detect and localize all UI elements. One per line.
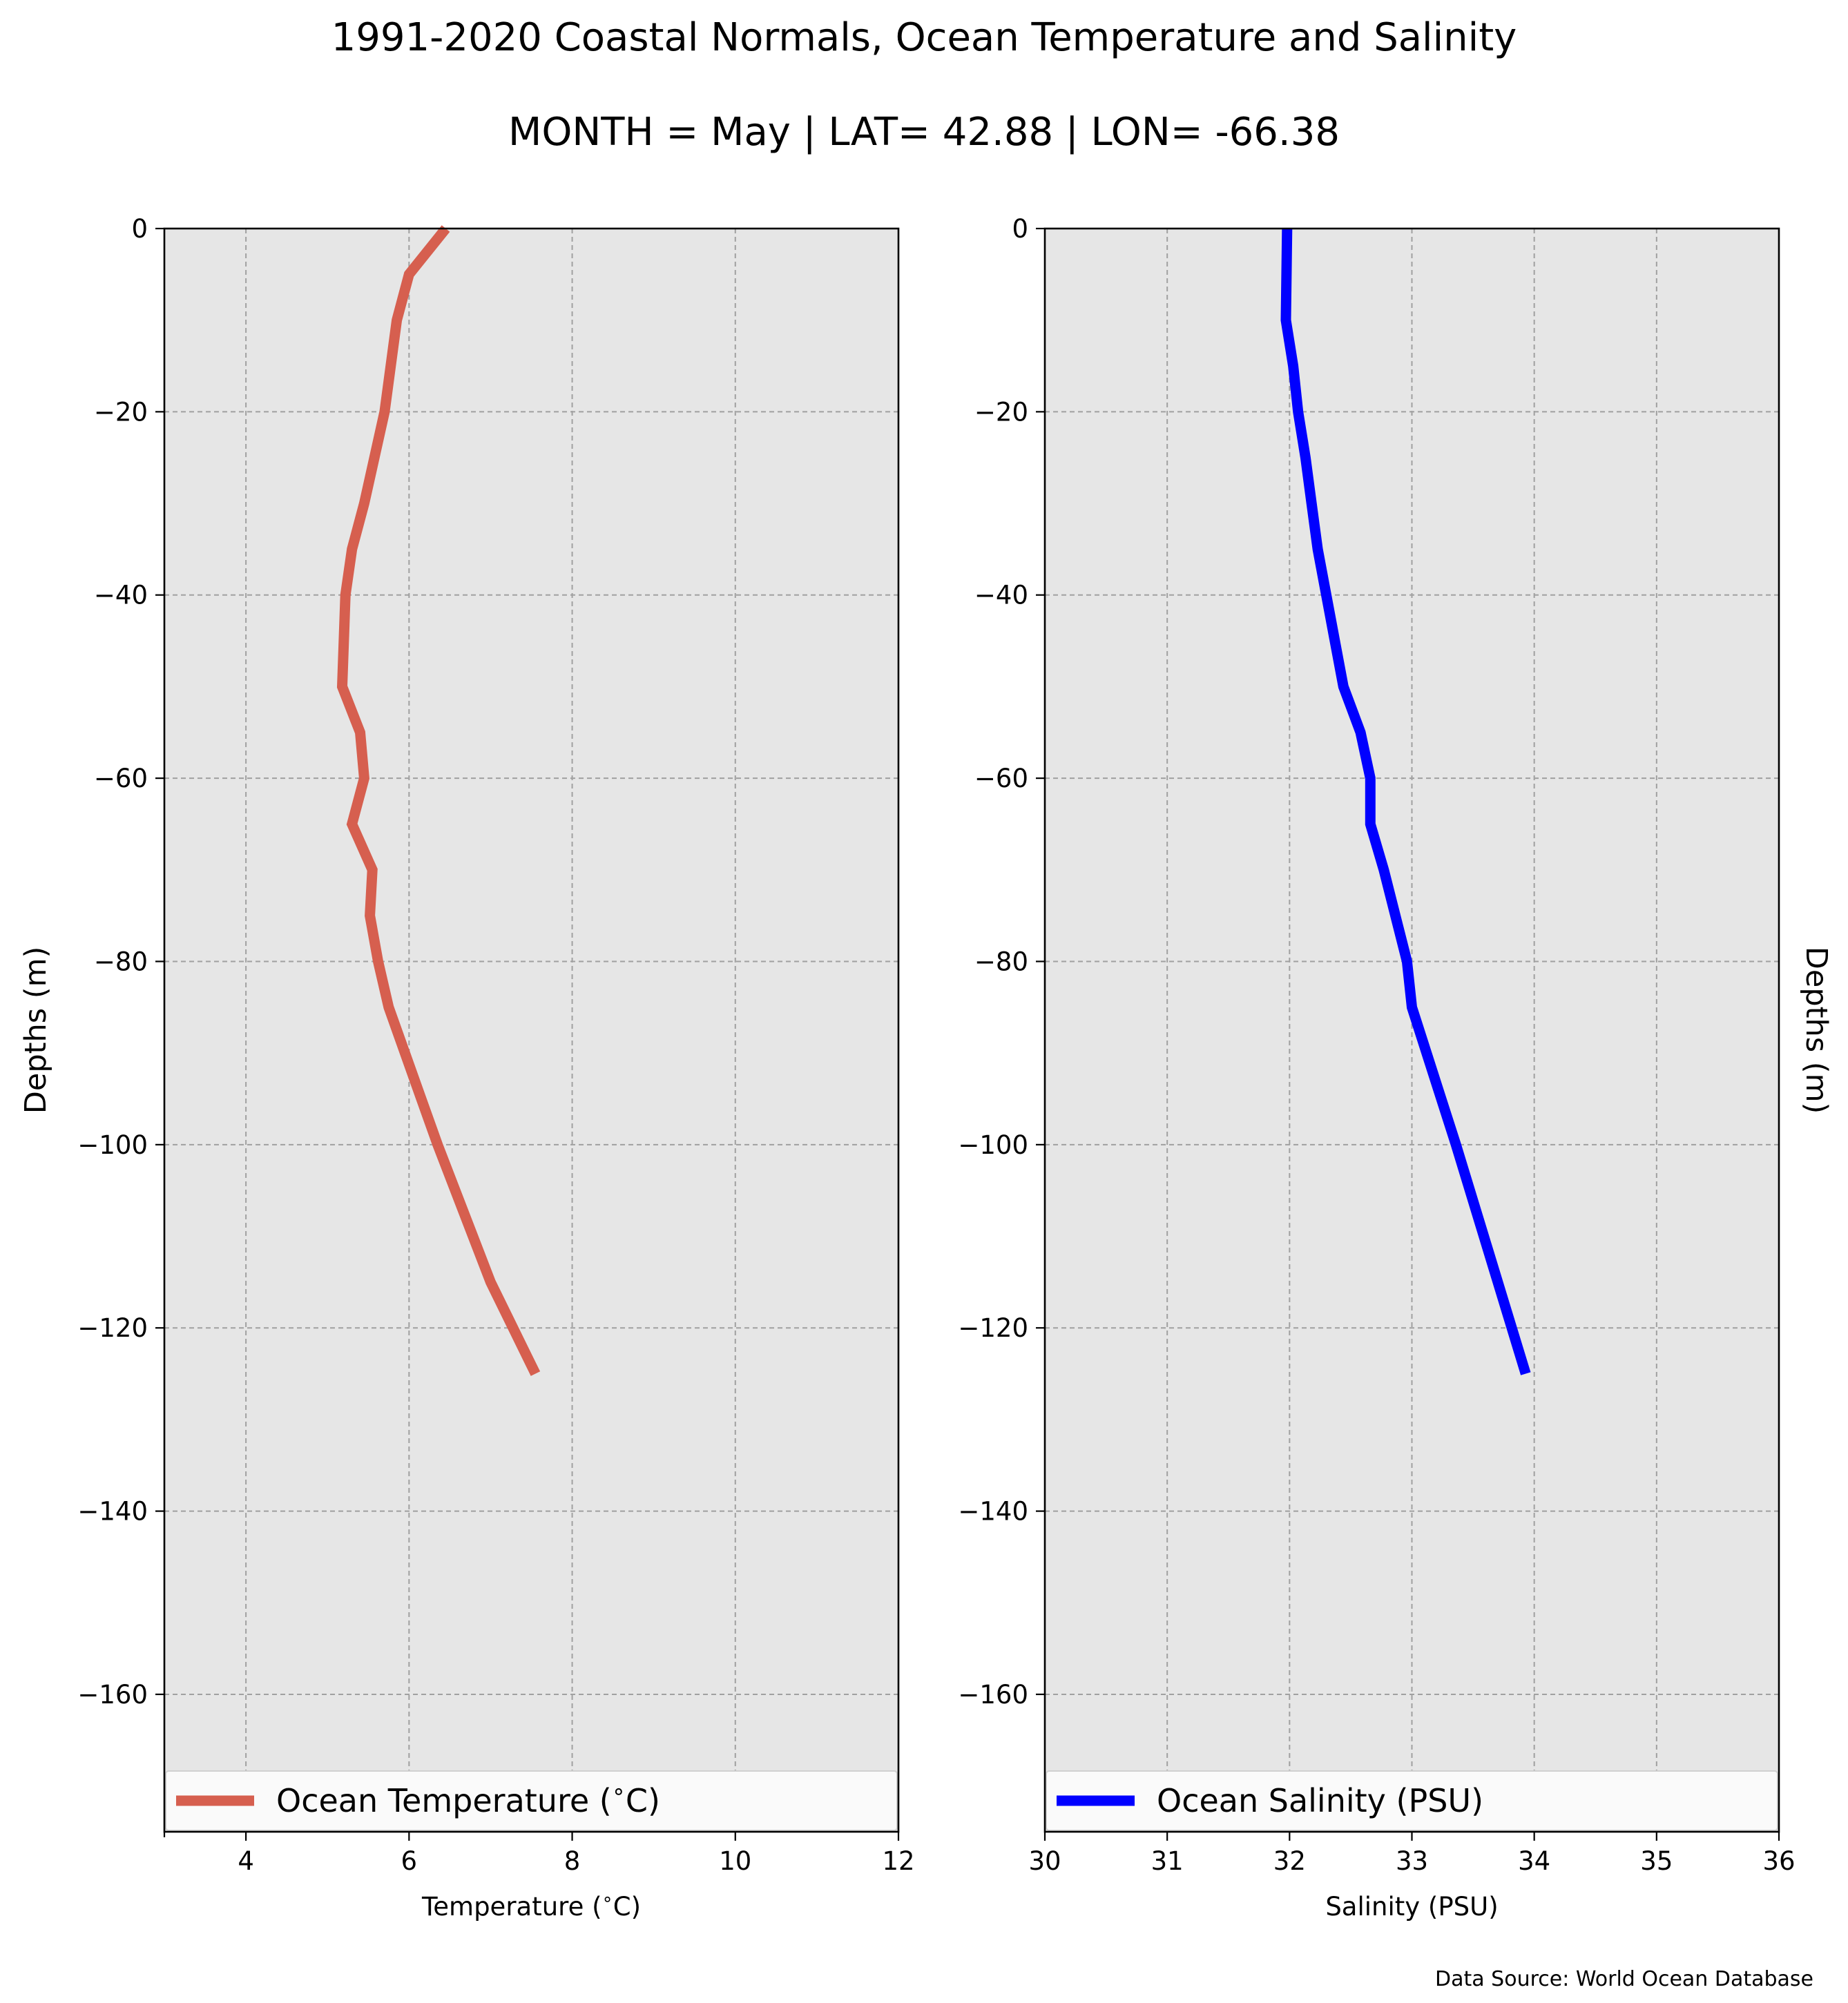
temperature-legend-label: Ocean Temperature (∘C)	[276, 1778, 660, 1819]
temperature-panel: Ocean Temperature (∘C) 4 6 8 10 12 0 −20 −40 −60 −…	[19, 214, 915, 1922]
salinity-x-tick-label: 36	[1762, 1846, 1795, 1876]
salinity-x-tick-label: 33	[1396, 1846, 1428, 1876]
temperature-x-tick-label: 12	[882, 1846, 914, 1876]
temperature-y-tick-label: −120	[77, 1313, 148, 1343]
temperature-y-tick-label: −60	[94, 764, 148, 793]
temperature-x-tick-label: 10	[719, 1846, 751, 1876]
temperature-y-tick-label: −40	[94, 581, 148, 610]
salinity-x-axis-label: Salinity (PSU)	[1325, 1892, 1498, 1922]
temperature-y-tick-label: −140	[77, 1497, 148, 1527]
temperature-y-tick-label: −100	[77, 1130, 148, 1160]
temperature-y-tick-label: −20	[94, 397, 148, 427]
salinity-x-tick-label: 32	[1273, 1846, 1306, 1876]
temperature-x-axis-label: Temperature (∘C)	[421, 1889, 641, 1922]
salinity-y-tick-label: −140	[958, 1497, 1028, 1527]
temperature-series-line	[336, 225, 541, 1376]
salinity-y-tick-label: −40	[974, 581, 1028, 610]
temperature-y-axis-label: Depths (m)	[19, 947, 53, 1114]
salinity-y-tick-label: −60	[974, 764, 1028, 793]
temperature-y-tick-label: −80	[94, 947, 148, 976]
salinity-y-axis-label: Depths (m)	[1799, 947, 1833, 1114]
salinity-x-tick-label: 31	[1151, 1846, 1184, 1876]
temperature-y-tick-label: 0	[131, 214, 148, 244]
salinity-legend	[1046, 1770, 1778, 1831]
temperature-x-tick-label: 8	[564, 1846, 581, 1876]
data-source-note: Data Source: World Ocean Database	[1435, 1967, 1813, 1991]
salinity-y-tick-label: 0	[1012, 214, 1028, 244]
temperature-x-tick-label: 4	[238, 1846, 254, 1876]
salinity-panel: Ocean Salinity (PSU) 30 31 32 33 34 35 36 0 −20 −4…	[958, 214, 1833, 1922]
salinity-series-line	[1280, 228, 1531, 1375]
temperature-plot-background	[164, 229, 898, 1832]
salinity-x-tick-label: 35	[1640, 1846, 1673, 1876]
salinity-y-tick-label: −20	[974, 397, 1028, 427]
salinity-y-tick-label: −160	[958, 1680, 1028, 1710]
temperature-legend	[165, 1770, 898, 1831]
salinity-x-tick-label: 34	[1518, 1846, 1550, 1876]
figure-title: 1991-2020 Coastal Normals, Ocean Tempera…	[331, 15, 1517, 60]
salinity-y-tick-label: −120	[958, 1313, 1028, 1343]
temperature-axes-frame	[163, 227, 900, 1833]
salinity-y-tick-label: −100	[958, 1130, 1028, 1160]
salinity-x-tick-label: 30	[1028, 1846, 1061, 1876]
temperature-y-tick-label: −160	[77, 1680, 148, 1710]
salinity-y-tick-label: −80	[974, 947, 1028, 976]
figure-subtitle: MONTH = May | LAT= 42.88 | LON= -66.38	[508, 110, 1340, 155]
temperature-x-tick-label: 6	[401, 1846, 418, 1876]
salinity-legend-label: Ocean Salinity (PSU)	[1157, 1782, 1483, 1819]
